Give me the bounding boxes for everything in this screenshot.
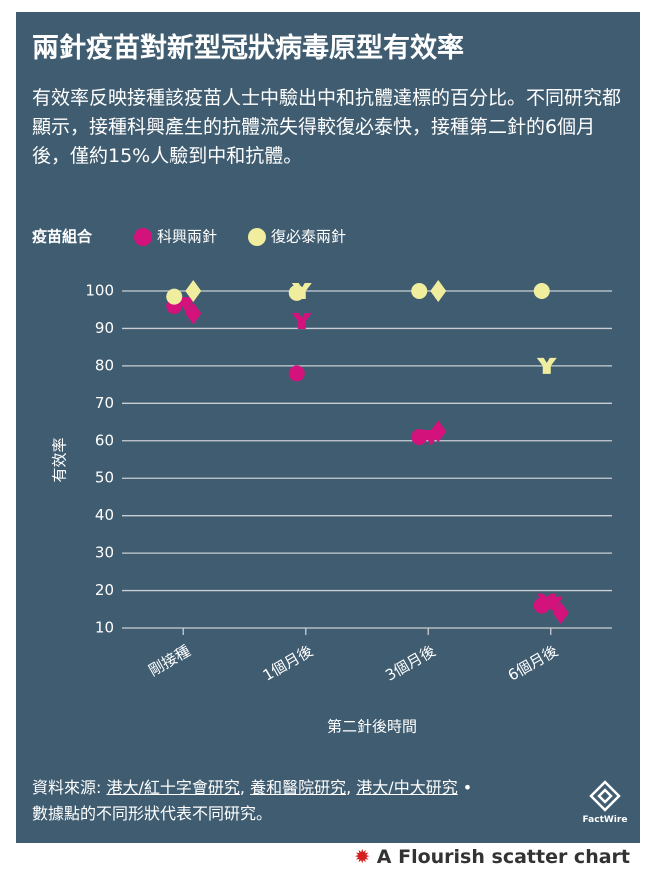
source-link[interactable]: 港大/中大研究 [356,778,458,797]
x-tick-label: 1個月後 [260,642,316,685]
separator: , [346,778,352,797]
footer-text: A Flourish scatter chart [376,846,630,868]
legend-label: 復必泰兩針 [271,228,346,246]
y-tick-label: 20 [95,581,114,599]
point [536,357,557,374]
y-tick-label: 30 [95,544,114,562]
source-link[interactable]: 港大/紅十字會研究 [106,778,240,797]
source: 資料來源: 港大/紅十字會研究, 養和醫院研究, 港大/中大研究 • 數據點的不… [32,775,572,827]
legend-label: 科興兩針 [157,228,217,246]
source-label: 資料來源: [32,778,102,797]
legend-swatch [248,228,266,246]
chart-title: 兩針疫苗對新型冠狀病毒原型有效率 [32,33,464,64]
panel [16,12,640,843]
point [411,429,428,446]
point [411,283,428,299]
point [533,283,550,299]
point [288,365,305,382]
point [185,302,202,325]
y-tick-label: 70 [95,394,114,412]
x-tick-label: 3個月後 [382,642,438,685]
point [288,284,305,301]
separator: , [239,778,245,797]
bullet: • [462,778,473,797]
point [291,312,312,329]
point [552,602,569,625]
point [544,596,563,613]
x-tick-label: 剛接種 [146,642,194,680]
logo-text: FactWire [582,815,628,825]
y-tick-label: 90 [95,319,114,337]
point [177,297,196,314]
y-axis-title: 有效率 [51,437,69,482]
y-tick-label: 10 [95,619,114,637]
point [166,288,183,305]
legend-title: 疫苗組合 [32,228,93,246]
y-tick-label: 100 [85,282,114,300]
source-link[interactable]: 養和醫院研究 [250,778,347,797]
legend-swatch [134,228,152,246]
y-tick-label: 40 [95,506,114,524]
y-tick-label: 80 [95,356,114,374]
footer: ✹ A Flourish scatter chart [354,846,630,868]
point [422,430,441,447]
point [430,280,447,302]
y-tick-label: 60 [95,431,114,449]
chart-subtitle: 有效率反映接種該疫苗人士中驗出中和抗體達標的百分比。不同研究都顯示，接種科興產生… [32,87,622,167]
point [185,280,202,302]
x-axis-title: 第二針後時間 [327,718,417,736]
source-note: 數據點的不同形狀代表不同研究。 [32,804,273,823]
x-tick-label: 6個月後 [505,642,561,685]
logo: FactWire [578,780,632,825]
y-tick-label: 50 [95,469,114,487]
logo-icon [589,780,621,812]
